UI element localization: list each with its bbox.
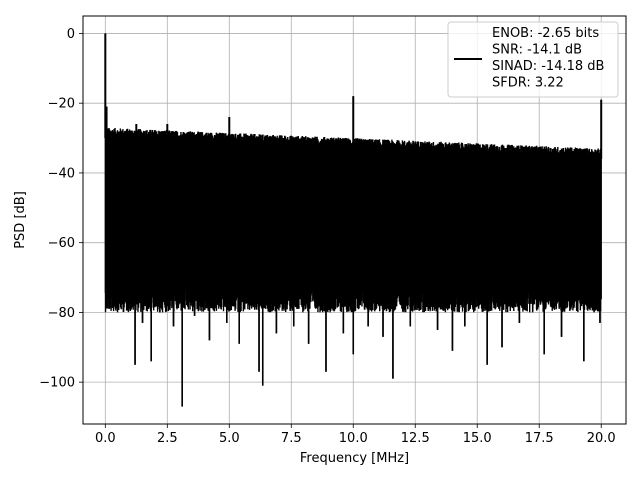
- x-tick-label: 15.0: [463, 431, 492, 446]
- x-axis-label: Frequency [MHz]: [300, 451, 409, 466]
- x-tick-label: 0.0: [95, 431, 116, 446]
- y-tick-label: −20: [48, 97, 75, 112]
- legend-sinad: SINAD: -14.18 dB: [492, 59, 604, 74]
- legend-snr: SNR: -14.1 dB: [492, 43, 582, 58]
- y-tick-label: −60: [48, 236, 75, 251]
- x-tick-label: 20.0: [587, 431, 616, 446]
- y-tick-label: 0: [67, 27, 75, 42]
- x-tick-label: 10.0: [339, 431, 368, 446]
- plot-frame: [82, 15, 627, 425]
- axis-ticks: 0.0 2.5 5.0 7.5 10.0 12.5 15.0 17.5 20.0 0 −20 −40 −…: [39, 27, 615, 446]
- psd-trace: [104, 33, 602, 407]
- legend-box: [447, 21, 619, 98]
- legend-enob: ENOB: -2.65 bits: [492, 26, 599, 41]
- series-psd: [104, 33, 603, 407]
- x-tick-label: 17.5: [525, 431, 554, 446]
- x-tick-label: 12.5: [401, 431, 430, 446]
- legend: ENOB: -2.65 bits SNR: -14.1 dB SINAD: -1…: [447, 21, 619, 98]
- x-tick-label: 7.5: [281, 431, 302, 446]
- y-tick-label: −100: [39, 376, 75, 391]
- legend-sfdr: SFDR: 3.22: [492, 76, 564, 91]
- y-tick-label: −80: [48, 306, 75, 321]
- x-tick-label: 2.5: [157, 431, 178, 446]
- y-axis-label: PSD [dB]: [13, 191, 28, 249]
- x-tick-label: 5.0: [219, 431, 240, 446]
- y-tick-label: −40: [48, 166, 75, 181]
